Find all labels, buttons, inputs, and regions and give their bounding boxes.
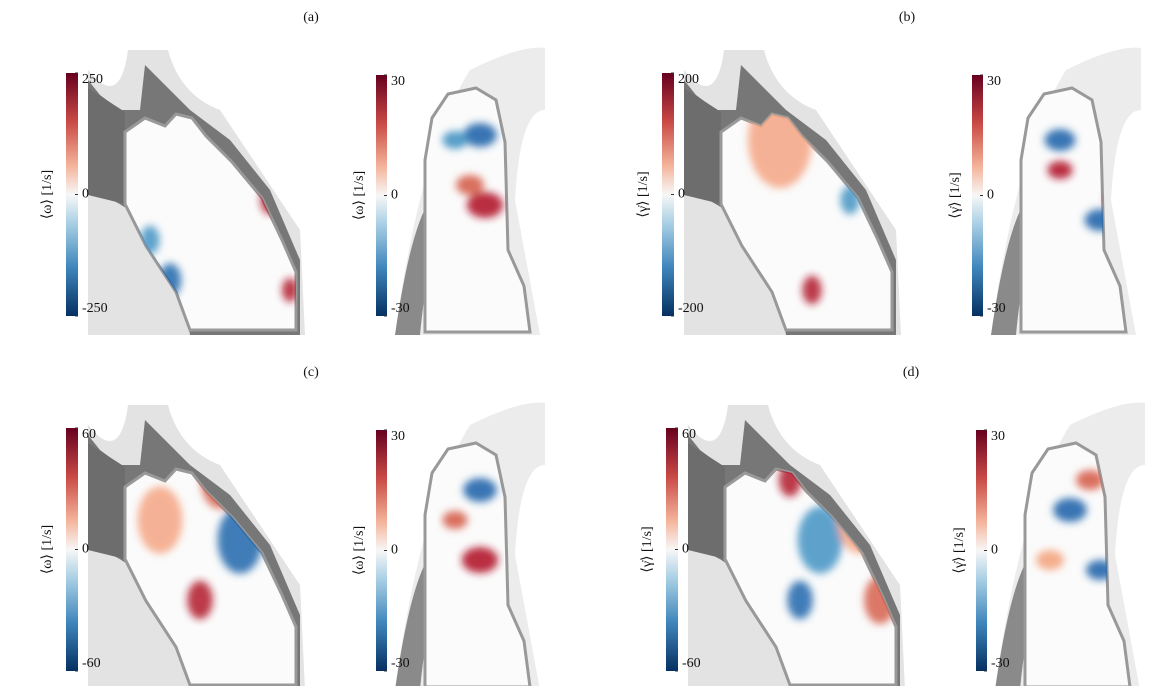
colorbar-tick-label: -250 [82, 301, 108, 316]
panel: (b) 200 0 -200 ⟨γ̇⟩ [1/s] 30 0 -30 ⟨γ̇⟩ [1/s] [636, 10, 1141, 335]
colorbar-tick-label: -60 [682, 656, 701, 671]
field-blob [787, 581, 813, 619]
panel-label: (c) [303, 365, 319, 380]
field-blob [1036, 550, 1064, 570]
panel-label: (d) [903, 365, 920, 380]
colorbar-tick-label: 0 [82, 187, 89, 202]
field-blob [282, 278, 298, 302]
colorbar-label: ⟨ω⟩ [1/s] [40, 170, 55, 219]
colorbar-tick-label: -30 [987, 301, 1006, 316]
geometry-image [88, 405, 305, 686]
panel-label: (a) [303, 10, 319, 25]
colorbar-label: ⟨ω⟩ [1/s] [352, 526, 367, 575]
colorbar-tick-label: 30 [391, 429, 405, 444]
panel: (d) 60 0 -60 ⟨γ̇⟩ [1/s] 30 0 -30 ⟨γ̇⟩ [1/s] [640, 365, 1145, 686]
panel-label: (b) [899, 10, 916, 25]
colorbar-tick-label: 0 [391, 188, 398, 203]
field-blob [1047, 161, 1072, 179]
field-blob [463, 478, 497, 502]
colorbar-tick-label: 0 [991, 543, 998, 558]
field-blob [467, 192, 503, 218]
colorbar-tick-label: -200 [678, 301, 704, 316]
panel: (c) 60 0 -60 ⟨ω⟩ [1/s] 30 0 -30 ⟨ω⟩ [1/s] [40, 365, 545, 686]
colorbar-tick-label: 250 [82, 72, 103, 87]
colorbar-tick-label: 0 [82, 542, 89, 557]
colorbar-tick-label: 60 [82, 427, 96, 442]
colorbar-tick-label: -30 [391, 656, 410, 671]
colorbar-tick-label: 0 [682, 542, 689, 557]
geometry-image [88, 50, 305, 335]
colorbar-tick-label: -30 [991, 656, 1010, 671]
colorbar-tick-label: 30 [987, 74, 1001, 89]
colorbar-tick-label: -30 [391, 301, 410, 316]
field-blob [1053, 498, 1087, 522]
colorbar-tick-label: 30 [991, 429, 1005, 444]
field-blob [442, 511, 467, 529]
field-blob [138, 486, 183, 553]
geometry-image [688, 405, 905, 686]
colorbar-tick-label: 0 [391, 543, 398, 558]
geometry-image [395, 403, 545, 686]
geometry-image [991, 48, 1141, 335]
field-blob [463, 123, 497, 147]
colorbar-label: ⟨γ̇⟩ [1/s] [948, 172, 963, 218]
field-blob [456, 175, 484, 195]
colorbar-label: ⟨γ̇⟩ [1/s] [952, 527, 967, 573]
figure: (a) 250 0 -250 ⟨ω⟩ [1/s] 30 0 -30 ⟨ω⟩ [1/s] (b) 20… [0, 0, 1159, 686]
field-blob [462, 547, 498, 573]
field-blob [1076, 470, 1104, 490]
geometry-image [995, 403, 1145, 686]
colorbar-tick-label: 200 [678, 72, 699, 87]
colorbar-tick-label: -60 [82, 656, 101, 671]
colorbar-tick-label: 60 [682, 427, 696, 442]
colorbar-tick-label: 30 [391, 74, 405, 89]
colorbar-label: ⟨γ̇⟩ [1/s] [636, 171, 651, 217]
field-blob [907, 278, 923, 302]
panel: (a) 250 0 -250 ⟨ω⟩ [1/s] 30 0 -30 ⟨ω⟩ [1/s] [40, 10, 545, 335]
field-blob [802, 276, 821, 305]
colorbar-label: ⟨ω⟩ [1/s] [40, 525, 55, 574]
field-blob [1045, 129, 1076, 151]
colorbar-tick-label: 0 [987, 188, 994, 203]
colorbar-tick-label: 0 [678, 187, 685, 202]
field-blob [442, 131, 467, 149]
colorbar-label: ⟨γ̇⟩ [1/s] [640, 526, 655, 572]
geometry-image [684, 50, 901, 335]
colorbar-label: ⟨ω⟩ [1/s] [352, 171, 367, 220]
field-blob [187, 581, 213, 619]
